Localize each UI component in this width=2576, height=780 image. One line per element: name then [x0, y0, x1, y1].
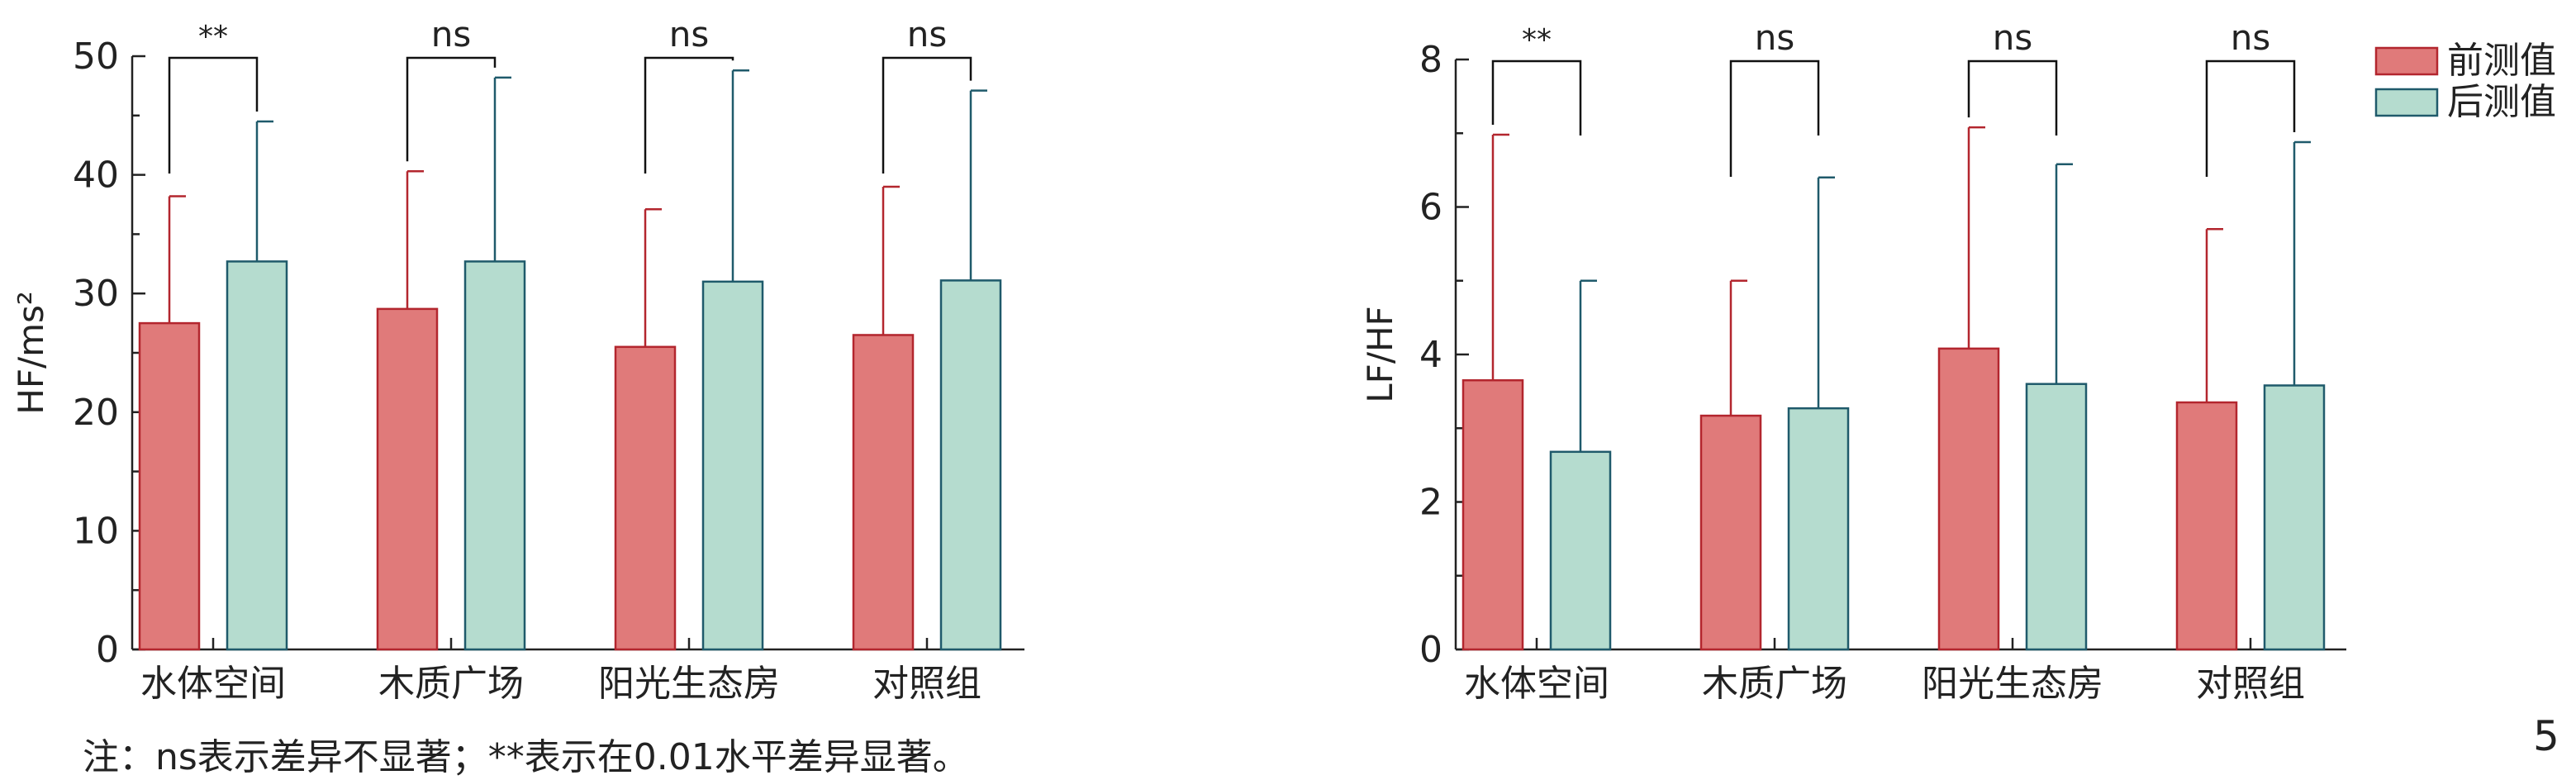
significance-label: ns	[431, 14, 472, 55]
significance-label: **	[198, 20, 228, 54]
bar	[1787, 407, 1850, 651]
y-tick-label: 6	[1419, 187, 1442, 229]
significance-label: ns	[2231, 17, 2271, 58]
bar	[2263, 384, 2326, 651]
bar	[226, 260, 288, 651]
significance-bracket	[644, 56, 734, 174]
legend-label: 前测值	[2447, 40, 2556, 82]
bar	[463, 260, 526, 651]
bar	[614, 345, 677, 651]
bar	[138, 321, 201, 651]
x-tick-label: 木质广场	[1702, 663, 1847, 705]
y-tick-label: 4	[1419, 334, 1442, 376]
y-axis-label: LF/HF	[1360, 306, 1400, 402]
y-tick-label: 10	[73, 510, 119, 552]
lf-hf-chart: 0 2 4 6 8 LF/HF 水体空间 木质广场 阳光生态房 对照组 ** ns ns ns	[1360, 17, 2346, 705]
bar	[1937, 347, 2000, 651]
y-tick-label: 0	[96, 629, 119, 671]
significance-bracket	[1729, 59, 1820, 177]
y-tick-label: 20	[73, 392, 119, 434]
footnote: 注：ns表示差异不显著；**表示在0.01水平差异显著。	[83, 736, 969, 778]
legend-swatch	[2374, 46, 2439, 76]
y-tick-label: 50	[73, 36, 119, 78]
y-tick-label: 0	[1419, 629, 1442, 671]
bar	[852, 334, 915, 651]
significance-label: ns	[1755, 17, 1795, 58]
page-number: 5	[2533, 712, 2559, 760]
bar	[939, 279, 1002, 651]
significance-label: ns	[669, 14, 710, 55]
y-tick-label: 40	[73, 155, 119, 197]
x-tick-label: 水体空间	[1464, 663, 1609, 705]
significance-bracket	[1491, 59, 1582, 136]
y-axis-label: HF/ms²	[11, 291, 51, 415]
bar	[2175, 401, 2238, 651]
x-tick-label: 水体空间	[140, 663, 286, 705]
bar	[1699, 414, 1762, 651]
x-tick-label: 阳光生态房	[598, 663, 780, 705]
significance-label: **	[1522, 23, 1552, 57]
significance-bracket	[168, 56, 259, 174]
significance-bracket	[2205, 59, 2296, 177]
significance-label: ns	[1993, 17, 2033, 58]
y-tick-label: 8	[1419, 39, 1442, 81]
y-tick-label: 30	[73, 273, 119, 315]
significance-bracket	[1967, 59, 2058, 136]
x-tick-label: 阳光生态房	[1922, 663, 2103, 705]
bar	[701, 280, 764, 651]
bar	[376, 307, 439, 651]
legend-label: 后测值	[2447, 81, 2556, 123]
x-tick-label: 对照组	[2196, 663, 2305, 705]
significance-bracket	[882, 56, 972, 174]
bar	[2025, 383, 2088, 651]
bar	[1461, 378, 1524, 651]
y-tick-label: 2	[1419, 482, 1442, 524]
x-tick-label: 木质广场	[378, 663, 524, 705]
bar	[1549, 450, 1612, 651]
legend-swatch	[2374, 88, 2439, 117]
x-tick-label: 对照组	[872, 663, 981, 705]
significance-label: ns	[907, 14, 948, 55]
significance-bracket	[406, 56, 497, 162]
hf-chart: 0 10 20 30 40 50 HF/ms² 水体空间 木质广场 阳光生态房 对照组 ** ns ns n…	[11, 14, 1024, 705]
